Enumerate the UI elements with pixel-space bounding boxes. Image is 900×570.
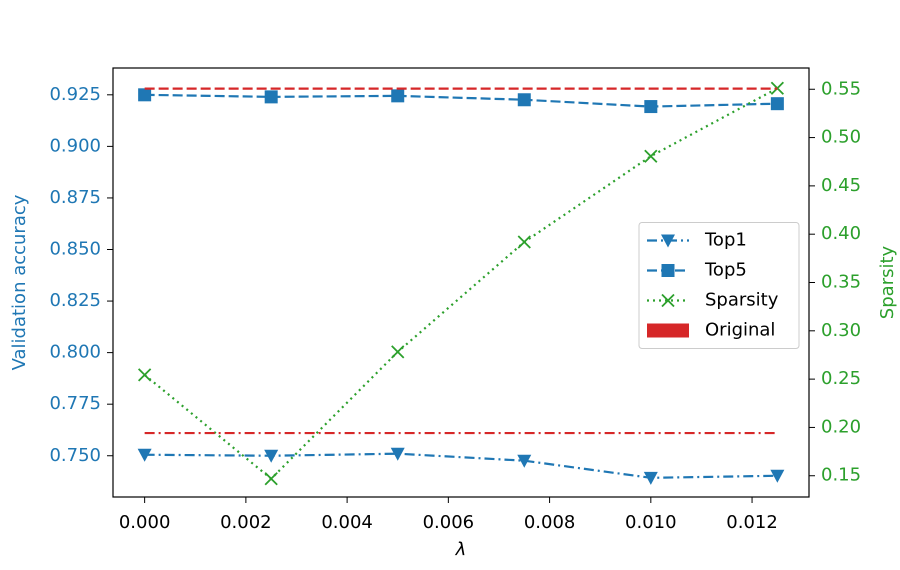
x-tick-label: 0.000 [119,512,171,533]
series-line [144,93,778,108]
marker-x [264,472,278,486]
legend-label: Original [705,320,775,341]
marker-triangle [390,447,405,461]
marker-square [644,100,658,114]
marker-square [661,264,675,277]
series-line [144,452,778,479]
marker-square [391,89,405,103]
y2-tick-label: 0.55 [821,78,861,99]
y-axis-label: Validation accuracy [9,194,30,370]
x-tick-label: 0.012 [726,512,778,533]
y2-tick-label: 0.20 [821,416,861,437]
x-tick-label: 0.010 [625,512,677,533]
legend-box [638,222,800,349]
marker-square [138,88,152,102]
legend-patch [647,323,689,338]
series-line [143,87,778,481]
y-tick-label: 0.750 [49,445,101,466]
y2-tick-label: 0.50 [821,127,861,148]
legend: Top1 Top5 Sparsity Original [638,222,800,349]
y-tick-label: 0.825 [49,290,101,311]
marker-x [137,368,152,382]
y-tick-label: 0.775 [49,393,101,414]
marker-x [644,149,658,163]
marker-triangle [643,471,658,485]
marker-x [770,81,785,95]
y-tick-label: 0.875 [49,187,101,208]
x-tick-label: 0.004 [321,512,373,533]
x-tick-label: 0.006 [423,512,475,533]
marker-triangle [517,454,532,468]
y2-tick-label: 0.35 [821,272,861,293]
x-tick-label: 0.002 [220,512,272,533]
marker-triangle [137,448,152,462]
y-tick-label: 0.800 [49,342,101,363]
marker-triangle [770,469,785,483]
marker-x [661,293,675,308]
y2-tick-label: 0.30 [821,320,861,341]
marker-square [264,90,278,104]
y2-axis-label: Sparsity [877,245,898,319]
legend-label: Top5 [704,260,747,281]
y2-tick-label: 0.15 [821,465,861,486]
y2-tick-label: 0.45 [821,175,861,196]
marker-x [391,345,405,359]
marker-triangle [661,234,675,248]
plot-frame [112,67,810,498]
y-tick-label: 0.900 [49,135,101,156]
marker-x [517,235,531,249]
legend-label: Top1 [704,230,747,251]
y2-tick-label: 0.40 [821,223,861,244]
y2-tick-label: 0.25 [821,368,861,389]
legend-label: Sparsity [705,290,779,311]
y-tick-label: 0.925 [49,84,101,105]
marker-square [770,97,784,111]
x-tick-label: 0.008 [524,512,576,533]
marker-square [517,93,531,107]
marker-triangle [264,449,279,463]
y-tick-label: 0.850 [49,239,101,260]
x-axis-label: λ [455,539,467,560]
